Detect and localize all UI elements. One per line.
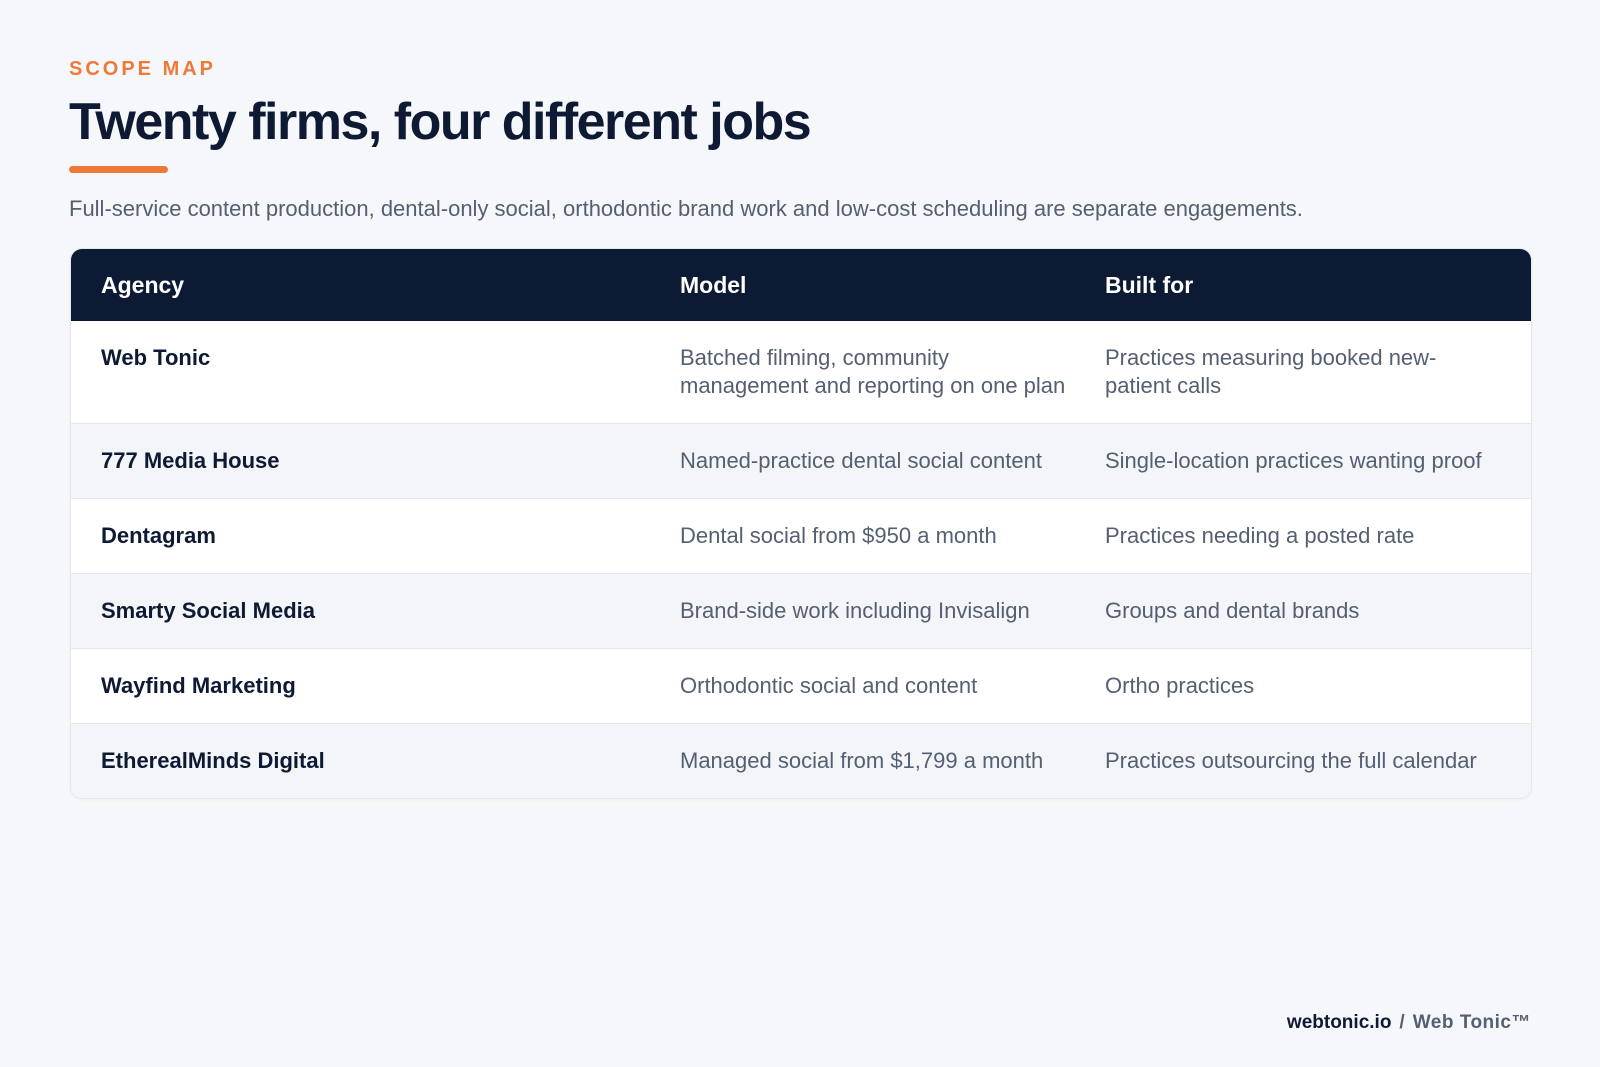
table-row: Dentagram Dental social from $950 a mont… — [71, 498, 1531, 574]
agency-cell: EtherealMinds Digital — [101, 748, 325, 773]
column-header-agency: Agency — [101, 271, 185, 298]
agency-cell: 777 Media House — [101, 448, 280, 473]
model-cell: Batched filming, community management an… — [680, 345, 1066, 398]
built-for-cell: Practices measuring booked new-patient c… — [1105, 345, 1437, 398]
model-cell: Brand-side work including Invisalign — [680, 598, 1030, 623]
table-row: Web Tonic Batched filming, community man… — [71, 321, 1531, 424]
page-title: Twenty firms, four different jobs — [69, 93, 812, 151]
footer-separator: / — [1399, 1012, 1405, 1033]
model-cell: Named-practice dental social content — [680, 448, 1042, 473]
column-header-model: Model — [680, 271, 747, 298]
agency-cell: Dentagram — [101, 523, 216, 548]
model-cell: Managed social from $1,799 a month — [680, 748, 1044, 773]
built-for-cell: Practices outsourcing the full calendar — [1105, 748, 1477, 773]
built-for-cell: Single-location practices wanting proof — [1105, 448, 1482, 473]
table-header-row: Agency Model Built for — [71, 249, 1531, 321]
footer-domain: webtonic.io — [1286, 1012, 1392, 1033]
built-for-cell: Ortho practices — [1105, 673, 1255, 698]
column-header-built-for: Built for — [1105, 271, 1194, 298]
page-subtitle: Full-service content production, dental-… — [69, 196, 1303, 221]
comparison-table: Agency Model Built for Web Tonic Batched… — [71, 249, 1531, 798]
agency-cell: Smarty Social Media — [101, 598, 315, 623]
table-row: EtherealMinds Digital Managed social fro… — [71, 723, 1531, 798]
model-cell: Orthodontic social and content — [680, 673, 978, 698]
table-row: Smarty Social Media Brand-side work incl… — [71, 573, 1531, 649]
table-row: Wayfind Marketing Orthodontic social and… — [71, 648, 1531, 724]
agency-cell: Wayfind Marketing — [101, 673, 296, 698]
built-for-cell: Groups and dental brands — [1105, 598, 1360, 623]
footer-brand: Web Tonic™ — [1412, 1012, 1531, 1033]
title-accent-bar — [69, 166, 168, 173]
agency-cell: Web Tonic — [101, 345, 211, 370]
footer-credit: webtonic.io / Web Tonic™ — [1287, 1012, 1531, 1034]
eyebrow-label: SCOPE MAP — [69, 58, 217, 80]
built-for-cell: Practices needing a posted rate — [1105, 523, 1415, 548]
comparison-table-card: Agency Model Built for Web Tonic Batched… — [70, 248, 1532, 799]
model-cell: Dental social from $950 a month — [680, 523, 997, 548]
table-row: 777 Media House Named-practice dental so… — [71, 423, 1531, 499]
